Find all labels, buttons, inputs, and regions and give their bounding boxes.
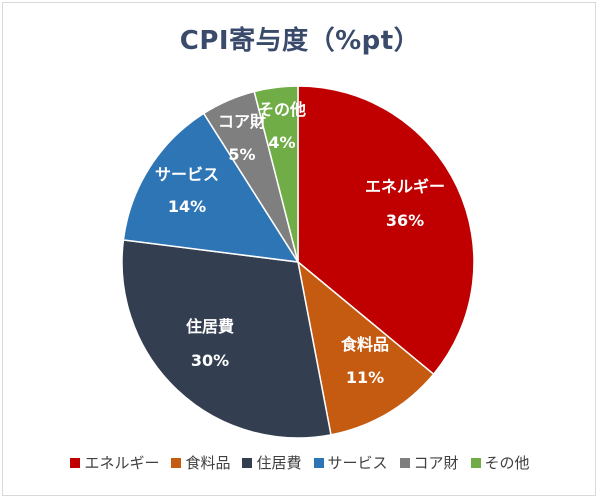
legend-item: 住居費 xyxy=(242,452,302,473)
pie-slice-2 xyxy=(296,260,435,436)
legend-label: 食料品 xyxy=(185,454,231,472)
legend-swatch xyxy=(171,457,182,468)
legend-swatch xyxy=(399,457,410,468)
slice-value-label: 11% xyxy=(346,368,384,387)
slice-category-label: 住居費 xyxy=(186,317,234,336)
legend-swatch xyxy=(470,457,481,468)
pie-slice-4 xyxy=(122,112,300,263)
slice-category-label: その他 xyxy=(258,100,306,119)
slice-category-label: エネルギー xyxy=(365,177,445,196)
legend-item: 食料品 xyxy=(171,452,230,473)
slice-value-label: 4% xyxy=(268,133,295,152)
chart-title: CPI寄与度（%pt） xyxy=(179,26,421,56)
slice-value-label: 5% xyxy=(228,145,255,164)
legend-swatch xyxy=(313,457,324,468)
legend-item: その他 xyxy=(470,452,530,473)
legend-item: コア財 xyxy=(399,452,459,473)
slice-value-label: 14% xyxy=(168,197,206,216)
legend-label: 住居費 xyxy=(256,454,302,472)
pie-slice-1 xyxy=(297,85,475,376)
legend-item: エネルギー xyxy=(70,452,159,473)
pie-slice-3 xyxy=(121,239,332,439)
legend-swatch xyxy=(242,457,253,468)
legend-swatch xyxy=(70,457,81,468)
legend-item: サービス xyxy=(313,452,388,473)
slice-category-label: 食料品 xyxy=(340,335,389,354)
legend-label: エネルギー xyxy=(84,454,160,472)
legend-label: その他 xyxy=(484,454,530,472)
chart-legend: エネルギー 食料品 住居費 サービス コア財 その他 xyxy=(0,452,600,473)
pie-slice-6 xyxy=(253,85,299,263)
slice-category-label: サービス xyxy=(155,165,219,184)
legend-label: コア財 xyxy=(413,454,459,472)
slice-value-label: 30% xyxy=(191,351,229,370)
slice-category-label: コア財 xyxy=(218,112,266,131)
slice-value-label: 36% xyxy=(386,211,424,230)
legend-label: サービス xyxy=(327,454,388,472)
